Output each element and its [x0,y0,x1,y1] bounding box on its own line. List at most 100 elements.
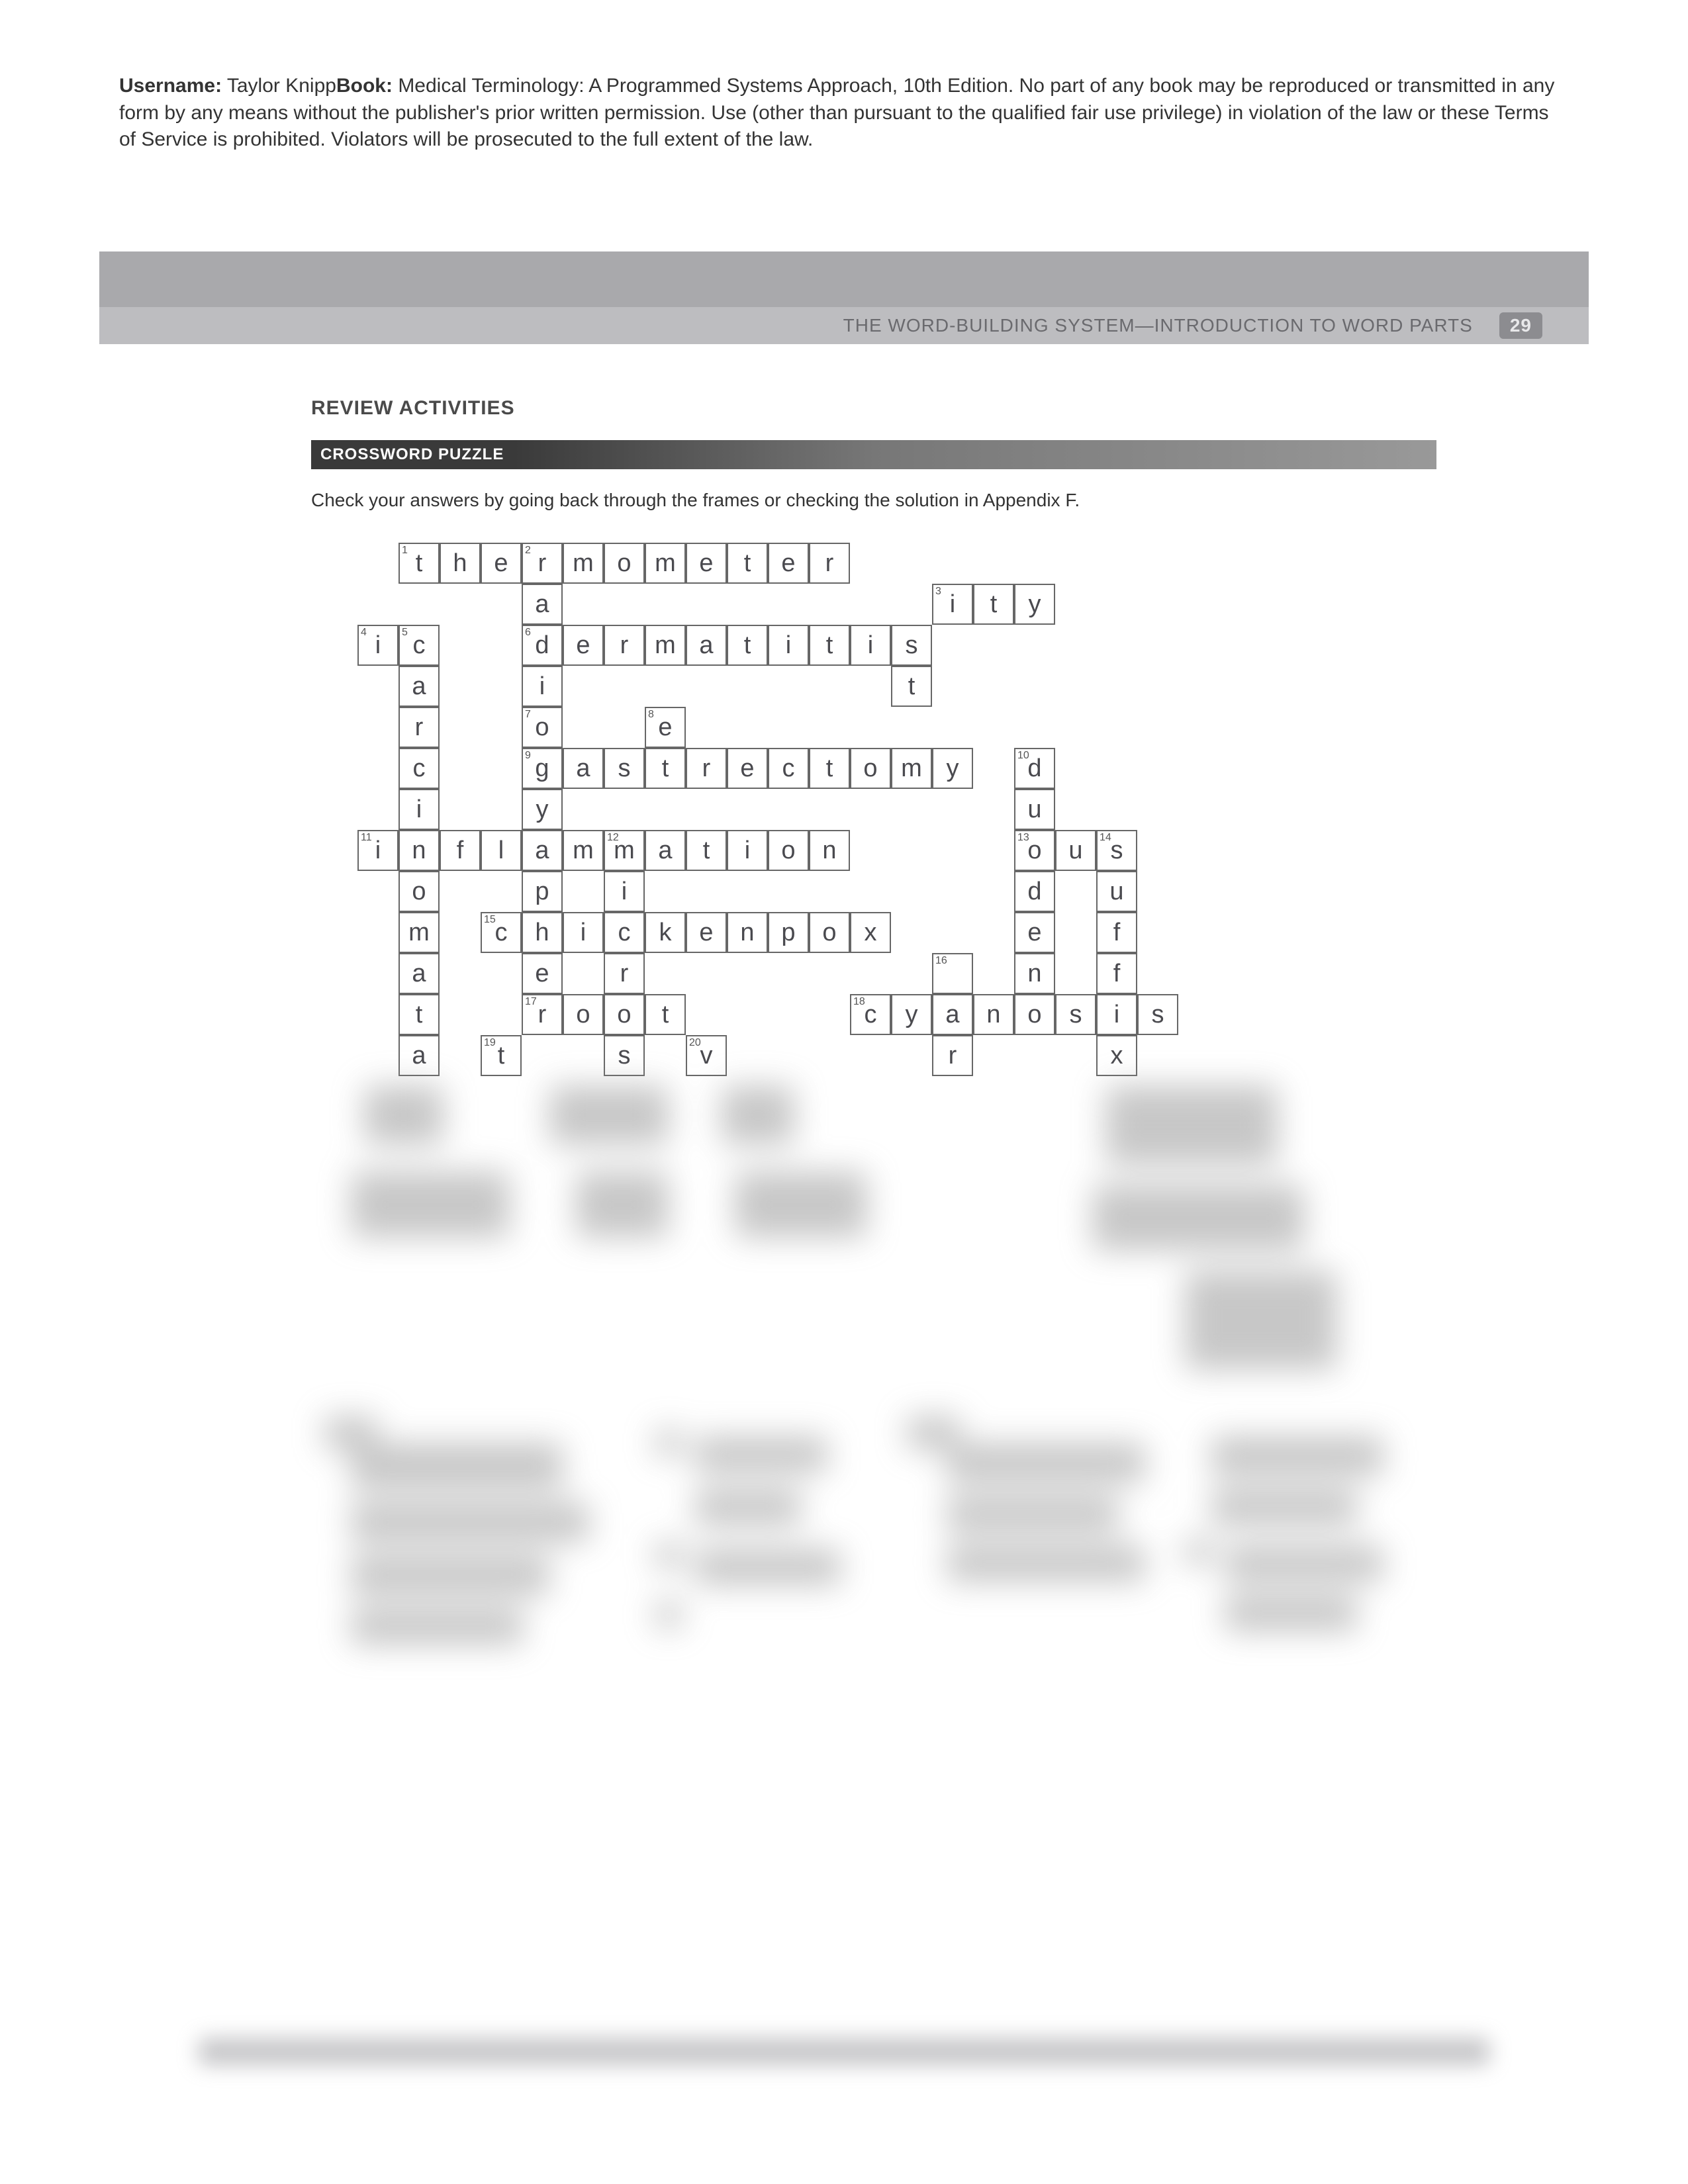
crossword-cell: t [891,666,932,707]
cell-letter: e [482,549,520,578]
cell-letter: i [851,631,890,660]
cell-letter: f [1098,960,1136,988]
crossword-cell: r [932,1035,973,1076]
crossword-cell: 18c [850,994,891,1035]
cell-letter: h [523,919,561,947]
crossword-cell: u [1055,830,1096,871]
subsection-bar: CROSSWORD PUZZLE [311,440,1436,469]
crossword-cell: o [850,748,891,789]
cell-letter: a [523,590,561,619]
crossword-cell: x [1096,1035,1137,1076]
crossword-cell: s [604,1035,645,1076]
crossword-cell: 10d [1014,748,1055,789]
cell-letter: i [605,878,643,906]
crossword-cell: e [686,543,727,584]
cell-letter: i [564,919,602,947]
cell-letter: o [400,878,438,906]
cell-letter: s [1139,1001,1177,1029]
cell-letter: a [687,631,726,660]
crossword-cell: o [563,994,604,1035]
cell-letter: m [892,754,931,783]
crossword-cell: i [522,666,563,707]
crossword-cell: n [809,830,850,871]
crossword-cell: a [645,830,686,871]
blurred-footer-line [199,2038,1489,2065]
cell-letter: t [400,1001,438,1029]
cell-letter: c [400,631,438,660]
blurred-content-upper [311,1072,1436,1357]
cell-letter: i [400,796,438,824]
cell-letter: o [605,549,643,578]
cell-letter: e [523,960,561,988]
crossword-cell: h [440,543,481,584]
crossword-cell: n [1014,953,1055,994]
crossword-cell: u [1096,871,1137,912]
crossword-cell: t [645,994,686,1035]
crossword-cell: d [1014,871,1055,912]
cell-letter: o [1015,1001,1054,1029]
cell-letter: i [728,837,767,865]
crossword-cell: 17r [522,994,563,1035]
cell-letter: r [933,1042,972,1070]
crossword-cell: o [399,871,440,912]
crossword-cell: 8e [645,707,686,748]
crossword-cell: f [1096,953,1137,994]
crossword-cell: m [399,912,440,953]
crossword-cell: a [932,994,973,1035]
cell-letter: v [687,1042,726,1070]
crossword-cell: h [522,912,563,953]
cell-letter: t [810,631,849,660]
book-label: Book: [336,75,393,97]
cell-letter: r [687,754,726,783]
crossword-cell: n [973,994,1014,1035]
cell-letter: r [810,549,849,578]
cell-letter: m [400,919,438,947]
crossword-cell: 11i [357,830,399,871]
cell-letter: c [605,919,643,947]
crossword-cell: 4i [357,625,399,666]
crossword-cell: c [399,748,440,789]
cell-letter: s [1056,1001,1095,1029]
cell-letter: a [400,960,438,988]
cell-letter: k [646,919,684,947]
crossword-cell: a [686,625,727,666]
crossword-cell: n [399,830,440,871]
crossword-cell: f [1096,912,1137,953]
cell-letter: c [482,919,520,947]
cell-letter: t [728,549,767,578]
crossword-cell: m [645,625,686,666]
cell-letter: n [974,1001,1013,1029]
cell-letter: c [851,1001,890,1029]
crossword-cell: m [563,830,604,871]
cell-letter: e [564,631,602,660]
cell-letter: a [933,1001,972,1029]
cell-letter: x [1098,1042,1136,1070]
blurred-content-lower [311,1416,1436,1655]
crossword-cell: s [1055,994,1096,1035]
crossword-cell: o [604,543,645,584]
crossword-cell: a [399,953,440,994]
cell-letter: i [769,631,808,660]
cell-letter: n [810,837,849,865]
cell-letter: s [605,1042,643,1070]
crossword-cell: t [727,543,768,584]
cell-letter: y [1015,590,1054,619]
crossword-cell: y [932,748,973,789]
cell-letter: r [605,960,643,988]
crossword-cell: 6d [522,625,563,666]
cell-letter: g [523,754,561,783]
cell-letter: t [646,1001,684,1029]
crossword-cell: e [768,543,809,584]
crossword-cell: i [727,830,768,871]
crossword-cell: a [563,748,604,789]
username-value: Taylor Knipp [227,75,336,97]
cell-letter: o [605,1001,643,1029]
cell-letter: s [1098,837,1136,865]
crossword-cell: y [891,994,932,1035]
cell-letter: u [1056,837,1095,865]
cell-letter: d [1015,754,1054,783]
cell-letter: d [1015,878,1054,906]
cell-letter: s [605,754,643,783]
cell-letter: d [523,631,561,660]
cell-letter: r [605,631,643,660]
